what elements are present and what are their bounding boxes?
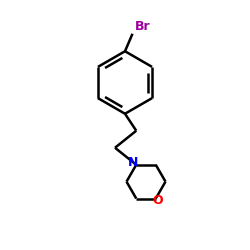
Text: Br: Br (135, 20, 150, 32)
Text: O: O (152, 194, 163, 207)
Text: N: N (128, 156, 138, 169)
